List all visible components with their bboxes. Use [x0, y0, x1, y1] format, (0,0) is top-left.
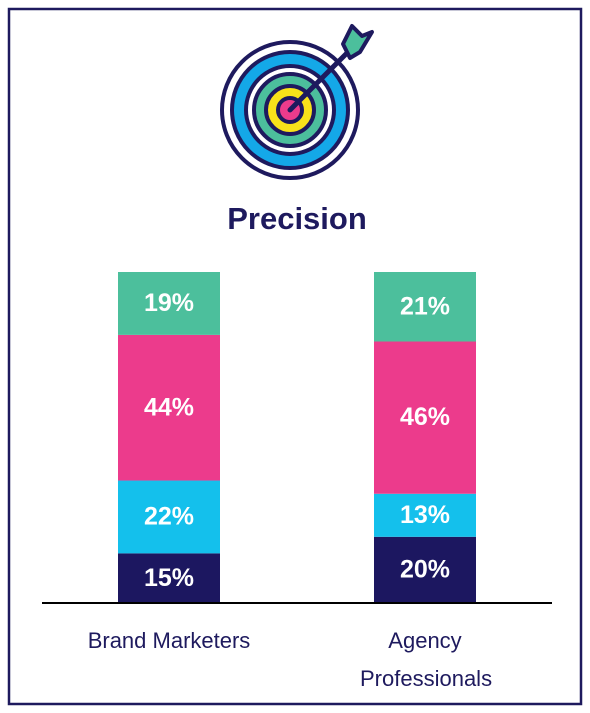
data-label: 44% [144, 393, 194, 421]
bar-segment [374, 341, 476, 494]
bar-segment [118, 553, 220, 603]
x-tick-label: Agency Professionals [360, 628, 493, 691]
x-tick-label: Brand Marketers [87, 628, 251, 653]
chart-title: Precision [227, 201, 367, 236]
data-label: 22% [144, 503, 194, 531]
bar-segment [374, 536, 476, 603]
data-label: 46% [400, 403, 450, 431]
bar-segment [374, 493, 476, 537]
frame [7, 7, 583, 706]
bar-segment [118, 272, 220, 335]
bar-segment [374, 272, 476, 342]
data-label: 19% [144, 289, 194, 317]
data-label: 20% [400, 556, 450, 584]
data-label: 21% [400, 292, 450, 320]
bar-segment [118, 480, 220, 554]
target-icon [220, 24, 374, 180]
data-label: 15% [144, 564, 194, 592]
data-label: 13% [400, 501, 450, 529]
bar-segment [118, 334, 220, 481]
